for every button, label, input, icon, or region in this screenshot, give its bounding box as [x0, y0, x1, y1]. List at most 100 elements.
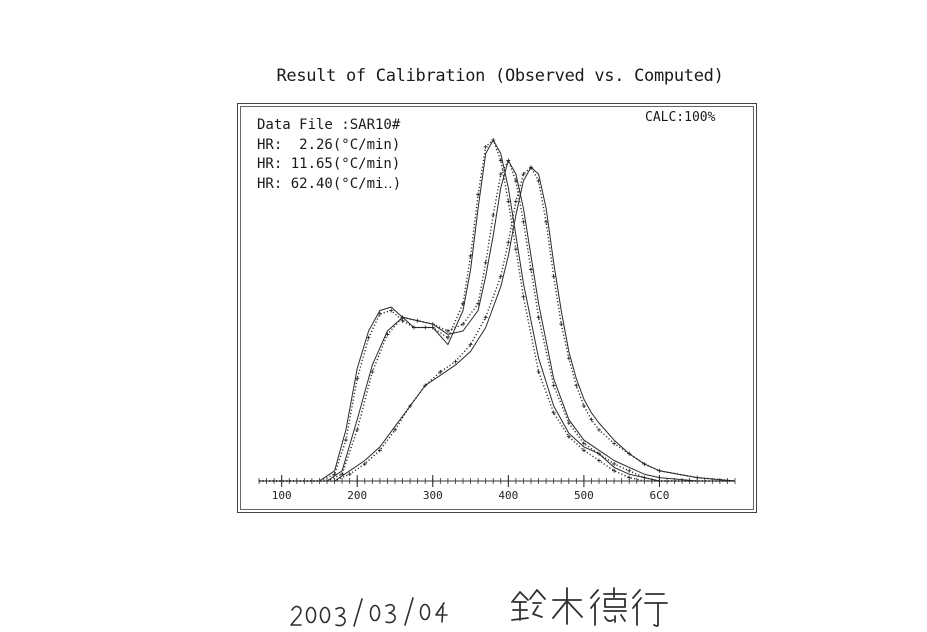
- series-point-marker: [400, 318, 405, 323]
- computed-series-line-4: [259, 159, 735, 482]
- series-point-marker: [423, 383, 428, 388]
- series-point-marker: [468, 342, 473, 347]
- series-point-marker: [566, 356, 571, 361]
- series-point-marker: [574, 383, 579, 388]
- series-point-marker: [513, 178, 518, 183]
- series-point-marker: [498, 158, 503, 163]
- chart-title: Result of Calibration (Observed vs. Comp…: [276, 66, 724, 86]
- series-point-marker: [551, 410, 556, 415]
- series-point-marker: [506, 240, 511, 245]
- series-point-marker: [411, 325, 416, 330]
- series-point-marker: [513, 199, 518, 204]
- series-point-marker: [483, 260, 488, 265]
- heating-rate-3: HR: 62.40(°C/mi‥): [257, 175, 402, 192]
- series-point-marker: [581, 448, 586, 453]
- computed-series-line-6: [259, 166, 736, 482]
- series-point-marker: [627, 468, 632, 473]
- series-point-marker: [491, 138, 496, 142]
- observed-series-line-5: [259, 166, 736, 482]
- series-point-marker: [366, 335, 371, 340]
- series-point-marker: [521, 294, 526, 299]
- series-point-marker: [627, 475, 632, 480]
- series-point-marker: [612, 461, 617, 466]
- series-point-marker: [566, 421, 571, 426]
- series-point-marker: [612, 468, 617, 473]
- series-point-marker: [385, 332, 390, 337]
- series-point-marker: [498, 274, 503, 279]
- chart-frame-outer: [237, 103, 757, 513]
- series-point-marker: [642, 461, 647, 466]
- series-point-marker: [627, 451, 632, 456]
- series-point-marker: [559, 322, 564, 327]
- x-tick-label: 6C0: [650, 489, 670, 502]
- series-point-marker: [521, 219, 526, 224]
- series-point-marker: [551, 274, 556, 279]
- series-point-marker: [461, 322, 465, 327]
- series-point-marker: [408, 403, 413, 408]
- series-point-marker: [430, 322, 435, 327]
- series-point-marker: [430, 325, 435, 330]
- chart-frame-inner: [240, 106, 754, 510]
- series-point-marker: [513, 247, 518, 252]
- data-file-label: Data File :SAR10#: [257, 117, 401, 133]
- series-point-marker: [343, 438, 348, 443]
- series-point-marker: [377, 311, 382, 316]
- series-point-marker: [529, 267, 533, 272]
- observed-series-line-1: [259, 139, 735, 482]
- x-tick-label: 300: [423, 489, 443, 502]
- series-point-marker: [355, 427, 360, 432]
- series-point-marker: [566, 434, 571, 439]
- series-point-marker: [536, 178, 541, 183]
- series-point-marker: [612, 441, 617, 446]
- series-point-marker: [642, 475, 647, 480]
- series-point-marker: [551, 383, 556, 388]
- series-point-marker: [461, 301, 465, 306]
- series-point-marker: [536, 315, 541, 320]
- series-point-marker: [393, 427, 397, 432]
- series-point-marker: [491, 213, 496, 218]
- series-point-marker: [695, 475, 700, 480]
- series-point-marker: [362, 461, 367, 466]
- series-point-marker: [536, 369, 541, 374]
- series-point-marker: [347, 472, 352, 477]
- series-point-marker: [389, 308, 394, 313]
- series-point-marker: [506, 158, 511, 163]
- x-tick-label: 200: [347, 489, 367, 502]
- series-point-marker: [377, 448, 382, 453]
- heating-rate-1: HR: 2.26(°C/min): [257, 136, 401, 153]
- series-point-marker: [370, 369, 375, 374]
- series-point-marker: [529, 165, 533, 170]
- series-point-marker: [589, 417, 594, 422]
- series-point-marker: [438, 369, 443, 374]
- series-point-marker: [415, 318, 420, 323]
- series-point-marker: [498, 172, 503, 177]
- series-group: [259, 138, 736, 482]
- series-point-marker: [468, 253, 473, 258]
- observed-series-line-3: [259, 160, 735, 482]
- series-point-marker: [597, 458, 601, 463]
- heating-rate-2: HR: 11.65(°C/min): [257, 156, 401, 172]
- series-point-marker: [445, 335, 450, 340]
- series-point-marker: [483, 144, 488, 149]
- info-block: Data File :SAR10# HR: 2.26(°C/min) HR: 1…: [257, 116, 401, 194]
- series-point-marker: [581, 441, 586, 446]
- series-point-marker: [597, 451, 601, 456]
- series-point-marker: [355, 376, 360, 381]
- calc-percentage: CALC:100%: [645, 110, 716, 125]
- series-point-marker: [423, 325, 428, 330]
- series-point-marker: [544, 219, 549, 224]
- series-point-marker: [476, 192, 481, 197]
- series-point-marker: [657, 468, 662, 473]
- x-tick-label: 500: [574, 489, 594, 502]
- series-point-marker: [506, 199, 511, 204]
- x-tick-label: 100: [272, 489, 292, 502]
- x-tick-label: 400: [498, 489, 518, 502]
- series-point-marker: [483, 315, 488, 320]
- series-point-marker: [597, 427, 601, 432]
- series-point-marker: [400, 315, 405, 320]
- series-point-marker: [453, 359, 458, 364]
- series-point-marker: [521, 172, 526, 177]
